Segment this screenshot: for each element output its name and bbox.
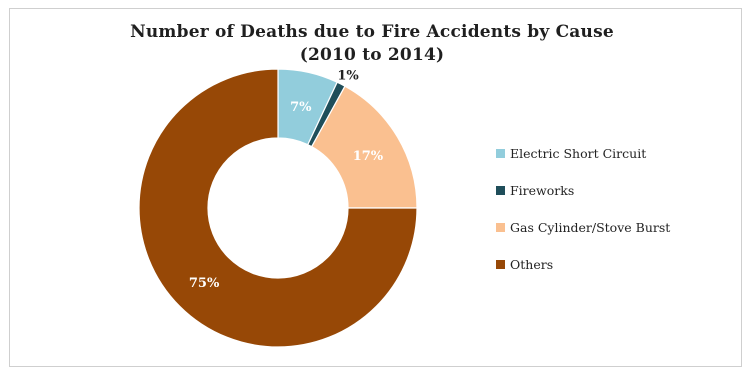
legend-swatch (496, 260, 505, 269)
label-gas-cylinder: 17% (353, 149, 384, 164)
legend-item-others: Others (496, 246, 670, 283)
chart-title: Number of Deaths due to Fire Accidents b… (130, 22, 614, 42)
legend-label: Others (510, 257, 554, 272)
legend-swatch (496, 186, 505, 195)
legend-item-fireworks: Fireworks (496, 172, 670, 209)
legend-swatch (496, 149, 505, 158)
label-others: 75% (189, 276, 220, 291)
label-electric-short-circuit: 7% (290, 100, 312, 115)
legend-label: Fireworks (510, 183, 575, 198)
slice-gas-cylinder (310, 85, 418, 209)
legend-item-electric-short-circuit: Electric Short Circuit (496, 135, 670, 172)
label-fireworks: 1% (337, 68, 359, 83)
slice-others (138, 68, 418, 348)
legend-label: Gas Cylinder/Stove Burst (510, 220, 671, 235)
chart-legend: Electric Short Circuit Fireworks Gas Cyl… (496, 135, 670, 283)
chart-subtitle: (2010 to 2014) (299, 45, 445, 65)
legend-item-gas-cylinder: Gas Cylinder/Stove Burst (496, 209, 670, 246)
legend-swatch (496, 223, 505, 232)
legend-label: Electric Short Circuit (510, 146, 647, 161)
